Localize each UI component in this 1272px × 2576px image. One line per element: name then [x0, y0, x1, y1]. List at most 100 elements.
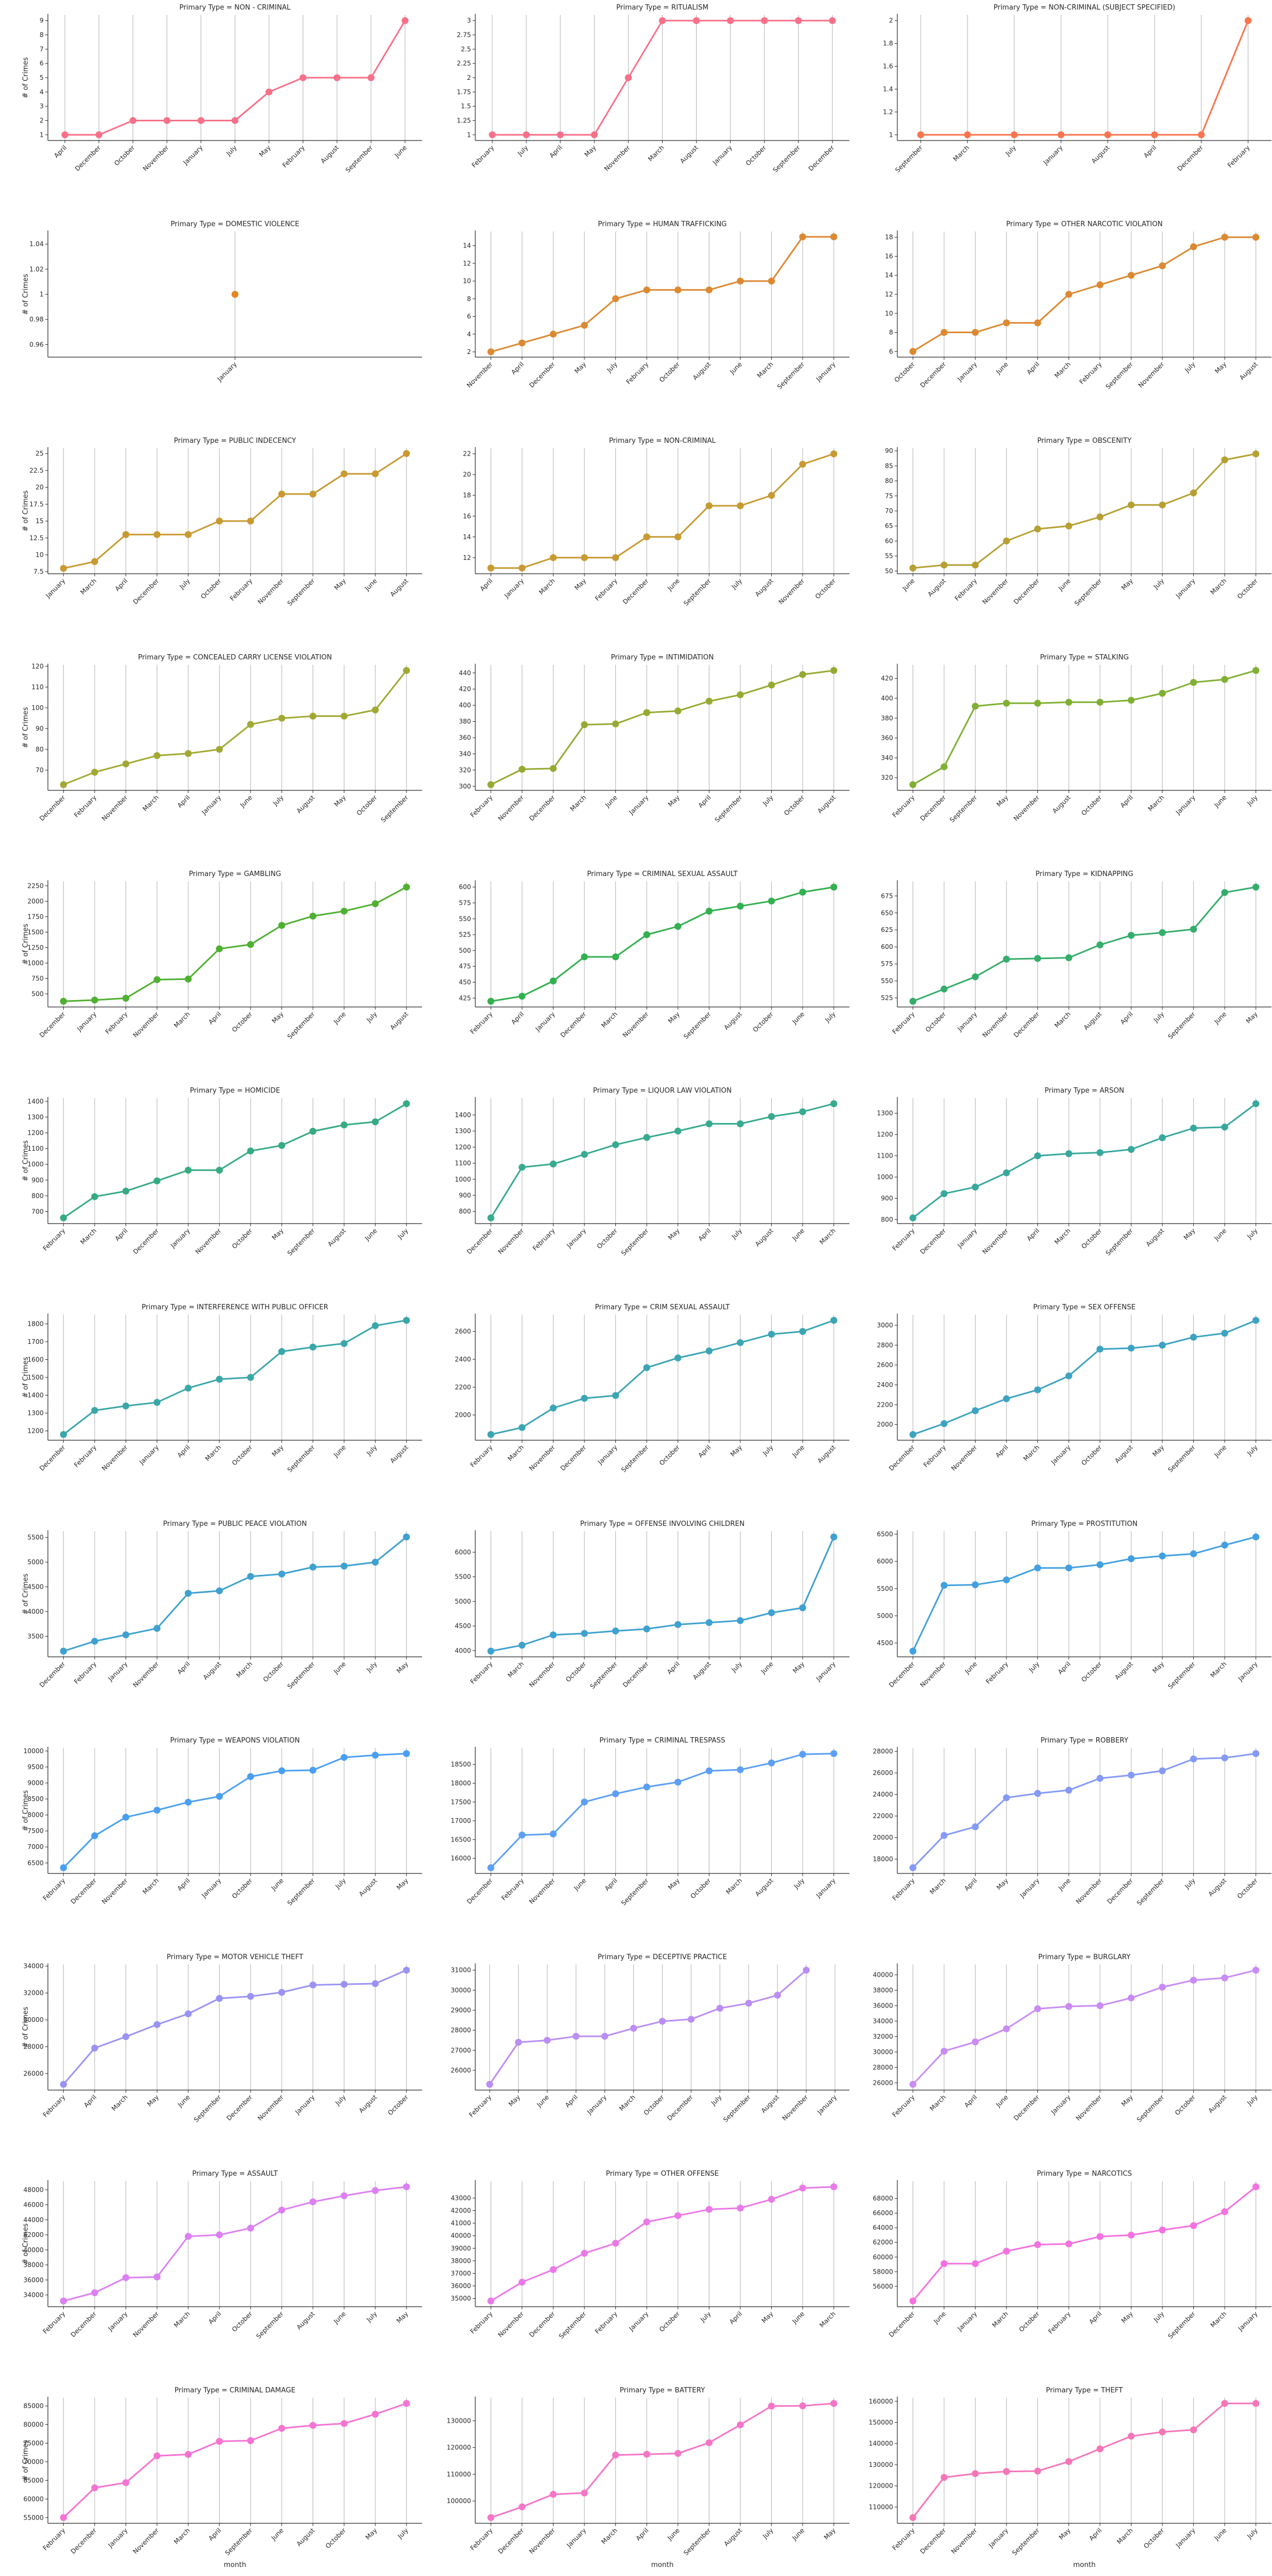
data-point [799, 671, 806, 678]
data-point [341, 1980, 348, 1988]
x-tick-label: March [1022, 1443, 1041, 1463]
x-tick-label: November [497, 2310, 525, 2339]
y-tick-label: 1.5 [461, 103, 471, 110]
y-tick-label: 48000 [23, 2186, 44, 2193]
x-tick-label: March [647, 144, 666, 163]
data-point [1159, 1134, 1166, 1142]
data-point [309, 1981, 317, 1988]
x-tick-label: August [754, 1877, 775, 1898]
x-tick-label: May [507, 2093, 522, 2108]
y-tick-label: 0.96 [29, 341, 44, 348]
data-point [1003, 2468, 1010, 2475]
x-tick-label: February [891, 2093, 916, 2119]
data-point [745, 2000, 753, 2007]
x-tick-label: September [286, 1227, 316, 1257]
data-point [371, 470, 379, 477]
y-tick-label: 75 [885, 492, 893, 500]
series-line [491, 886, 834, 1002]
y-axis-label: # of Crimes [22, 1790, 30, 1831]
x-tick-label: October [924, 1010, 947, 1034]
x-tick-label: May [395, 1877, 409, 1891]
data-point [341, 2192, 348, 2200]
y-tick-label: 1800 [27, 1320, 44, 1327]
x-tick-label: February [469, 1010, 494, 1036]
x-tick-label: February [985, 1660, 1010, 1686]
data-point [1190, 1333, 1197, 1341]
data-point [1127, 2231, 1135, 2239]
x-tick-label: September [224, 2527, 254, 2557]
data-point [940, 1420, 948, 1427]
y-tick-label: 1200 [27, 1427, 44, 1435]
data-point [674, 2212, 682, 2219]
data-point [940, 1190, 948, 1198]
y-axis-label: # of Crimes [22, 1573, 30, 1614]
y-tick-label: 60000 [873, 2253, 893, 2261]
y-tick-label: 26000 [873, 2079, 893, 2086]
data-point [768, 1113, 775, 1120]
x-tick-label: May [1151, 1443, 1166, 1458]
panel-title: Primary Type = CRIMINAL SEXUAL ASSAULT [587, 870, 738, 878]
x-tick-label: May [666, 1877, 681, 1891]
x-tick-label: March [618, 2093, 637, 2112]
data-point [1096, 1149, 1104, 1157]
series-line [912, 886, 1256, 1002]
y-tick-label: 6 [889, 348, 893, 355]
y-tick-label: 46000 [23, 2201, 44, 2209]
data-point [487, 781, 494, 788]
x-tick-label: March [724, 1877, 744, 1896]
data-point [737, 902, 744, 910]
x-tick-label: November [131, 2310, 160, 2339]
y-tick-label: 4500 [455, 1622, 471, 1630]
data-point [674, 286, 682, 294]
y-tick-label: 12 [885, 291, 893, 298]
facet-panel: Primary Type = CRIMINAL SEXUAL ASSAULT 42… [459, 870, 849, 1041]
data-point [643, 2218, 650, 2226]
data-point [761, 17, 768, 24]
data-point [572, 2033, 580, 2040]
x-tick-label: June [332, 1443, 348, 1459]
data-point [309, 1343, 317, 1351]
x-tick-label: April [666, 1660, 681, 1675]
x-tick-label: March [1209, 577, 1228, 596]
y-tick-label: 420 [881, 675, 893, 682]
y-tick-label: 37000 [451, 2269, 471, 2277]
data-point [799, 1328, 806, 1335]
y-tick-label: 2000 [455, 1411, 471, 1419]
data-point [95, 131, 103, 138]
x-tick-label: September [894, 144, 924, 174]
x-tick-label: May [666, 1227, 681, 1241]
data-point [705, 907, 713, 915]
x-tick-label: December [621, 1660, 650, 1689]
y-tick-label: 1 [467, 131, 471, 138]
x-tick-label: April [634, 2527, 650, 2542]
data-point [737, 2421, 744, 2429]
data-point [309, 713, 317, 720]
x-tick-label: December [888, 1443, 916, 1472]
series-line [490, 1319, 835, 1435]
x-tick-label: March [235, 1660, 254, 1679]
data-point [543, 2036, 551, 2044]
x-tick-label: April [510, 360, 525, 376]
x-tick-label: December [528, 360, 557, 389]
y-tick-label: 14 [463, 242, 471, 250]
x-tick-label: January [627, 794, 650, 816]
x-tick-label: January [75, 1010, 98, 1033]
x-tick-label: September [713, 794, 744, 824]
x-tick-label: March [172, 2527, 192, 2546]
data-point [1252, 1967, 1260, 1974]
x-tick-label: December [69, 2527, 98, 2555]
data-point [371, 900, 379, 907]
data-point [122, 2479, 129, 2487]
y-tick-label: 6 [467, 313, 471, 320]
series-line [912, 670, 1257, 786]
x-tick-label: August [1051, 794, 1072, 815]
facet-panel: Primary Type = ARSON 800 900 1000 1100 1200 13… [877, 1087, 1271, 1257]
data-point [705, 2439, 713, 2447]
y-tick-label: 800 [881, 1216, 893, 1223]
data-point [705, 1767, 713, 1774]
y-tick-label: 18 [463, 492, 471, 499]
data-point [909, 1431, 916, 1438]
panel-title: Primary Type = CONCEALED CARRY LICENSE V… [138, 654, 332, 662]
x-tick-label: November [256, 2093, 285, 2122]
data-point [1065, 1787, 1072, 1794]
